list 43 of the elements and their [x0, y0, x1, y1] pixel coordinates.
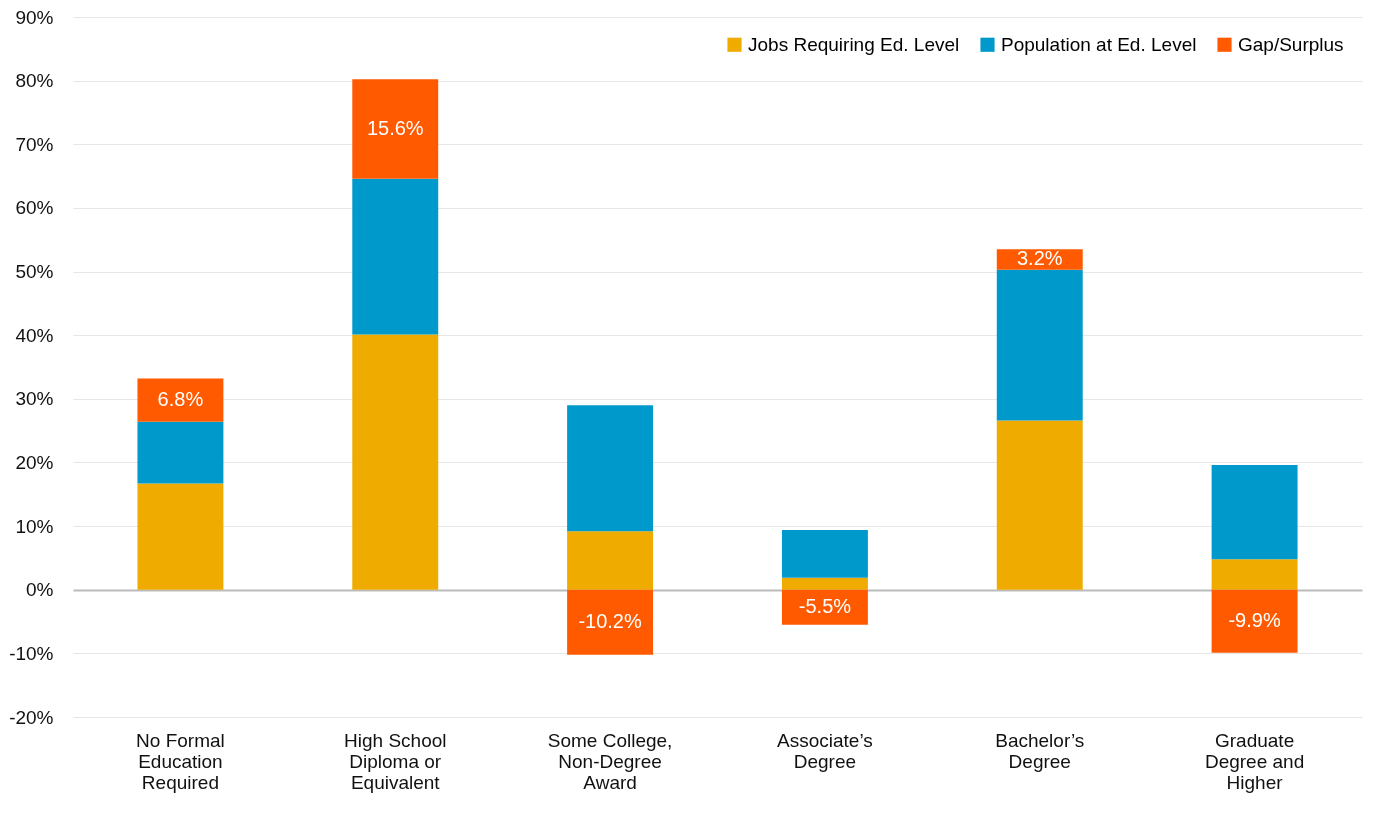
bar	[781, 529, 868, 578]
bar	[567, 405, 654, 532]
y-tick-label: 70%	[15, 133, 54, 155]
y-tick-label: 40%	[15, 324, 54, 346]
legend-label: Gap/Surplus	[1238, 33, 1344, 55]
data-label: -10.2%	[578, 610, 642, 633]
x-tick-label: High School Diploma or Equivalent	[344, 729, 447, 793]
bar	[996, 269, 1083, 421]
bar	[352, 178, 439, 335]
bar	[567, 589, 654, 655]
data-label: 3.2%	[1016, 247, 1063, 270]
y-tick-label: 0%	[26, 579, 54, 601]
legend-label: Jobs Requiring Ed. Level	[748, 33, 960, 55]
x-tick-label: Graduate Degree and Higher	[1204, 729, 1305, 793]
data-label: 6.8%	[157, 388, 204, 411]
bar	[781, 577, 868, 590]
y-tick-label: 60%	[15, 197, 54, 219]
bar	[1211, 589, 1298, 653]
x-tick-label: Bachelor’s Degree	[995, 729, 1085, 772]
y-tick-label: 50%	[15, 261, 54, 283]
bar	[137, 378, 224, 422]
y-tick-label: 20%	[15, 451, 54, 473]
y-tick-label: 90%	[15, 6, 54, 28]
y-tick-label: 80%	[15, 70, 54, 92]
data-label: 15.6%	[366, 117, 424, 139]
data-label: -9.9%	[1228, 609, 1281, 632]
bar	[567, 531, 654, 590]
bar	[137, 483, 224, 590]
bar	[1211, 465, 1298, 560]
legend-label: Population at Ed. Level	[1001, 33, 1197, 55]
y-tick-label: 30%	[15, 388, 54, 410]
y-tick-label: -10%	[9, 642, 54, 664]
x-tick-label: Some College, Non-Degree Award	[547, 729, 673, 793]
data-label: -5.5%	[798, 595, 852, 618]
bar	[996, 420, 1083, 590]
y-tick-label: -20%	[9, 706, 54, 728]
x-tick-label: Associate’s Degree	[777, 729, 873, 772]
bar	[137, 421, 224, 484]
y-tick-label: 10%	[15, 515, 54, 537]
x-tick-label: No Formal Education Required	[136, 729, 225, 793]
bar	[1211, 559, 1298, 590]
bar	[352, 334, 439, 590]
bar	[352, 79, 439, 179]
